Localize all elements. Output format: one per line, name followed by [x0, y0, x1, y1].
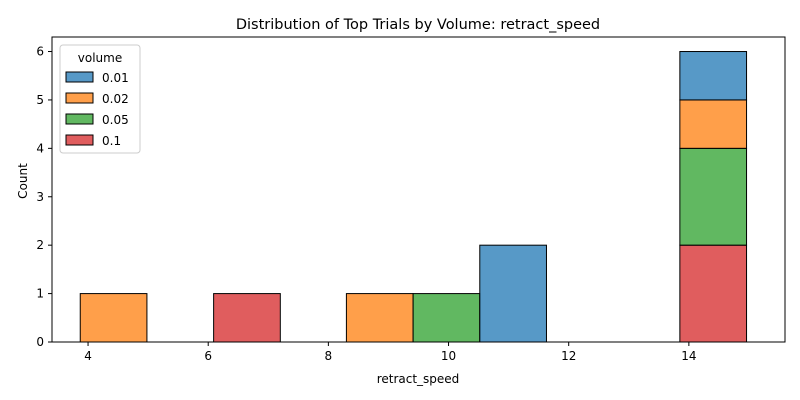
- bar-0_1-bin-9: [679, 244, 748, 343]
- bar-0_01-bin-6: [479, 244, 547, 343]
- y-tick-label: 0: [36, 335, 44, 349]
- x-tick-label: 10: [441, 349, 456, 363]
- legend-swatch-0_02: [65, 92, 94, 104]
- y-tick-label: 1: [36, 287, 44, 301]
- bar-0_05-bin-5: [412, 293, 481, 343]
- legend-label-0_01: 0.01: [102, 71, 129, 85]
- legend-swatch-0_1: [65, 134, 94, 146]
- plot-frame: [51, 36, 786, 343]
- y-axis-label: Count: [16, 163, 30, 199]
- bar-0_02-bin-9: [679, 99, 748, 149]
- legend-label-0_02: 0.02: [102, 92, 129, 106]
- x-tick-label: 6: [204, 349, 212, 363]
- y-tick-label: 6: [36, 45, 44, 59]
- bar-0_02-bin-4: [345, 293, 414, 343]
- x-tick-label: 8: [325, 349, 333, 363]
- x-tick-label: 4: [84, 349, 92, 363]
- bar-0_02-bin-0: [79, 293, 148, 343]
- chart-title: Distribution of Top Trials by Volume: re…: [236, 17, 600, 33]
- bar-0_01-bin-9: [679, 51, 748, 101]
- y-tick-label: 5: [36, 93, 44, 107]
- legend-title: volume: [78, 51, 122, 65]
- legend-swatch-0_05: [65, 113, 94, 125]
- x-tick-label: 14: [681, 349, 696, 363]
- bar-0_1-bin-2: [213, 293, 281, 343]
- legend-swatch-0_01: [65, 71, 94, 83]
- legend-label-0_1: 0.1: [102, 134, 121, 148]
- legend: volume 0.01 0.02 0.05 0.1: [59, 44, 141, 154]
- x-axis-label: retract_speed: [377, 372, 460, 386]
- x-tick-label: 12: [561, 349, 576, 363]
- y-tick-label: 3: [36, 190, 44, 204]
- y-tick-label: 2: [36, 238, 44, 252]
- legend-label-0_05: 0.05: [102, 113, 129, 127]
- bars-layer: [79, 51, 748, 343]
- y-tick-label: 4: [36, 141, 44, 155]
- bar-0_05-bin-9: [679, 147, 748, 246]
